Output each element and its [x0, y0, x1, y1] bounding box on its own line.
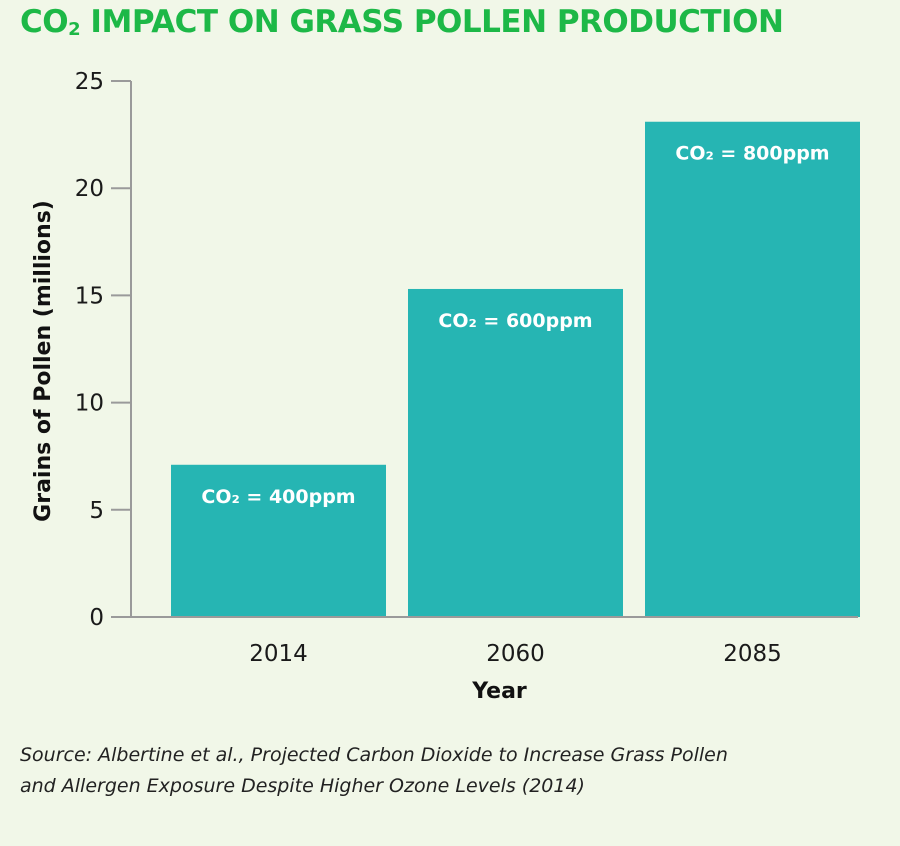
- y-tick-label: 20: [75, 176, 104, 202]
- bars-group: [171, 121, 860, 618]
- source-line-2: and Allergen Exposure Despite Higher Ozo…: [20, 775, 585, 797]
- bar-label-2085: CO₂ = 800ppm: [675, 143, 829, 165]
- x-tick-label: 2085: [723, 641, 782, 667]
- y-tick-label: 5: [89, 498, 104, 524]
- x-tick-label: 2014: [249, 641, 308, 667]
- bar-labels-group: CO₂ = 400ppm CO₂ = 600ppm CO₂ = 800ppm: [201, 143, 829, 508]
- chart-title: CO2 IMPACT ON GRASS POLLEN PRODUCTION: [20, 4, 784, 40]
- bar-2085: [645, 121, 860, 618]
- bar-label-2014: CO₂ = 400ppm: [201, 486, 355, 508]
- bar-chart: CO₂ = 400ppm CO₂ = 600ppm CO₂ = 800ppm 0 5 1…: [31, 69, 860, 704]
- axes-group: [111, 81, 858, 618]
- x-ticks-group: 2014 2060 2085: [249, 641, 782, 667]
- source-line-1: Source: Albertine et al., Projected Carb…: [20, 744, 728, 766]
- y-tick-label: 0: [89, 605, 104, 631]
- x-tick-label: 2060: [486, 641, 545, 667]
- y-tick-label: 10: [75, 391, 104, 417]
- bar-label-2060: CO₂ = 600ppm: [438, 310, 592, 332]
- source-note: Source: Albertine et al., Projected Carb…: [20, 740, 880, 802]
- bar-2060: [408, 288, 623, 617]
- x-axis-title: Year: [471, 679, 527, 704]
- y-ticks-group: 0 5 10 15 20 25: [75, 69, 131, 631]
- bar-2014: [171, 464, 386, 617]
- y-tick-label: 15: [75, 283, 104, 309]
- y-tick-label: 25: [75, 69, 104, 95]
- y-axis-title: Grains of Pollen (millions): [31, 200, 56, 522]
